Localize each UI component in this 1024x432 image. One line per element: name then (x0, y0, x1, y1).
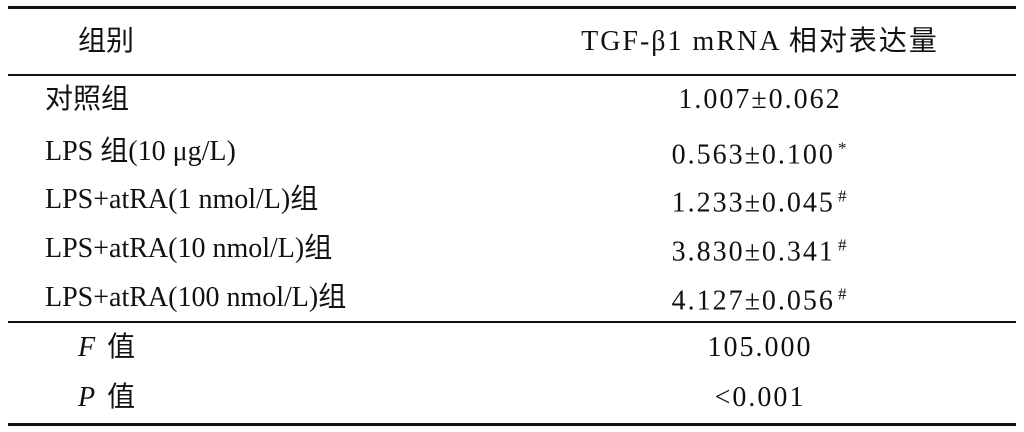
value-cell: 1.233±0.045 # (672, 181, 849, 220)
header-cell: 组别 (78, 26, 135, 57)
group-label: LPS+atRA(100 nmol/L)组 (45, 282, 347, 313)
bottom-rule (8, 423, 1016, 426)
section-rule (8, 321, 1016, 323)
stat-label: 值 (107, 332, 136, 363)
header-cell: TGF-β1 mRNA 相对表达量 (581, 26, 939, 57)
value-text: 1.007±0.062 (678, 84, 842, 115)
group-label: LPS 组(10 μg/L) (45, 136, 236, 167)
significance-mark: # (837, 235, 849, 255)
group-label: 对照组 (45, 84, 130, 115)
value-cell: 1.007±0.062 (678, 84, 841, 116)
header-cell: 组别 (78, 26, 134, 58)
value-cell: 0.563±0.100 * (672, 133, 849, 172)
stat-symbol: F (78, 332, 96, 363)
value-text: 4.127±0.056 (671, 285, 835, 317)
group-cell: LPS+atRA(100 nmol/L)组 (45, 282, 346, 314)
group-label: LPS+atRA(1 nmol/L)组 (45, 184, 319, 215)
value-cell: 3.830±0.341 # (672, 230, 849, 269)
stat-label: 值 (107, 382, 136, 413)
stat-symbol: P (78, 382, 96, 413)
stat-value-cell: 105.000 (708, 332, 813, 364)
value-cell: 4.127±0.056 # (672, 279, 849, 318)
significance-mark: # (837, 186, 849, 206)
top-rule (8, 6, 1016, 9)
value-text: 0.563±0.100 (671, 139, 835, 171)
group-cell: LPS+atRA(10 nmol/L)组 (45, 233, 332, 265)
stat-value: <0.001 (714, 382, 806, 413)
significance-mark: * (837, 138, 849, 158)
significance-mark: # (837, 284, 849, 304)
group-cell: 对照组 (45, 84, 129, 116)
header-rule (8, 74, 1016, 76)
group-cell: LPS+atRA(1 nmol/L)组 (45, 184, 318, 216)
stat-value: 105.000 (707, 332, 813, 363)
header-cell: TGF-β1 mRNA 相对表达量 (581, 26, 939, 58)
value-text: 1.233±0.045 (671, 187, 835, 219)
stat-value-cell: <0.001 (715, 382, 806, 414)
group-cell: LPS 组(10 μg/L) (45, 136, 236, 168)
group-label: LPS+atRA(10 nmol/L)组 (45, 233, 333, 264)
value-text: 3.830±0.341 (671, 236, 835, 268)
